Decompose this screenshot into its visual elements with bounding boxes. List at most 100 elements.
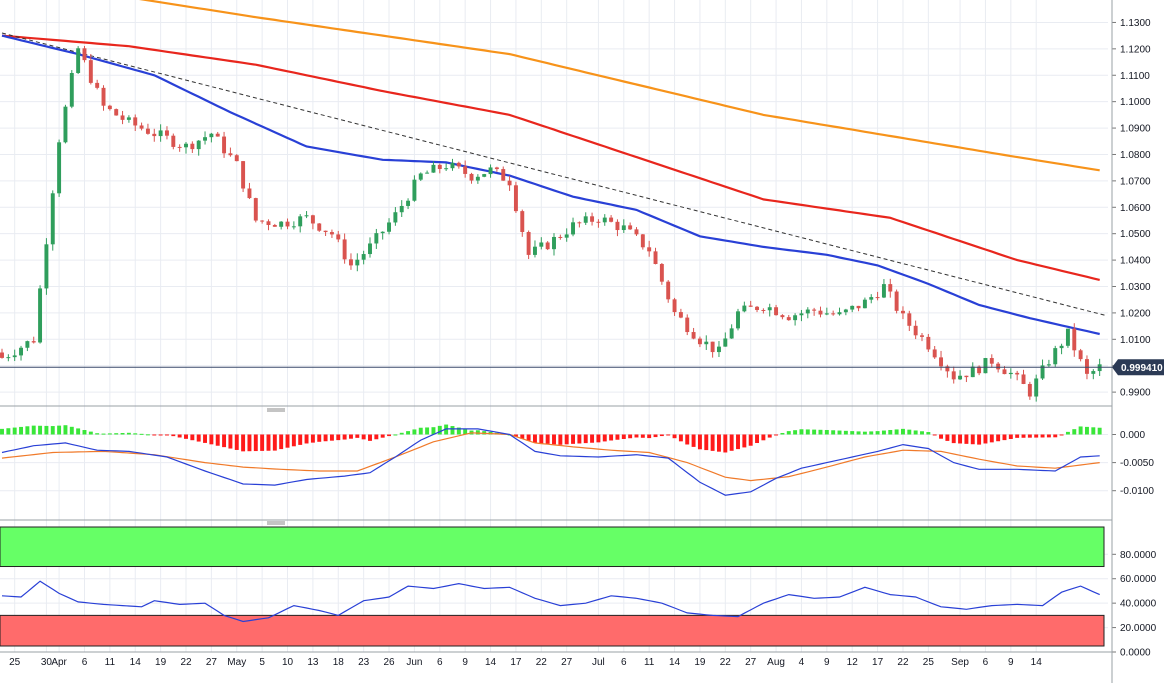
macd-histogram-bar bbox=[1021, 434, 1026, 438]
candle-body bbox=[672, 299, 677, 313]
candle-body bbox=[88, 60, 93, 83]
x-tick-label: 14 bbox=[485, 657, 497, 668]
candle-body bbox=[532, 246, 537, 255]
candle-body bbox=[881, 284, 886, 298]
macd-histogram-bar bbox=[0, 428, 4, 435]
candle-body bbox=[348, 259, 353, 266]
moving-average-line bbox=[1, 34, 1100, 281]
candle-body bbox=[463, 166, 468, 174]
macd-histogram-bar bbox=[894, 429, 899, 435]
macd-histogram-bar bbox=[647, 434, 652, 439]
macd-histogram-bar bbox=[850, 431, 855, 435]
candle-body bbox=[513, 185, 518, 212]
candle-body bbox=[888, 284, 893, 292]
macd-histogram-bar bbox=[843, 430, 848, 435]
macd-histogram-bar bbox=[1097, 427, 1102, 435]
macd-histogram-bar bbox=[95, 433, 100, 435]
price-tick-label: 1.0100 bbox=[1120, 335, 1151, 346]
macd-histogram-bar bbox=[1040, 434, 1045, 438]
candle-body bbox=[678, 312, 683, 318]
candle-body bbox=[145, 128, 150, 134]
macd-histogram-bar bbox=[425, 427, 430, 435]
macd-histogram-bar bbox=[590, 434, 595, 443]
candle-body bbox=[133, 117, 138, 126]
candle-body bbox=[0, 352, 4, 358]
candle-body bbox=[247, 188, 252, 199]
macd-histogram-bar bbox=[856, 431, 861, 435]
macd-histogram-bar bbox=[869, 431, 874, 435]
macd-histogram-bar bbox=[158, 434, 163, 436]
candle-body bbox=[742, 305, 747, 312]
candle-body bbox=[793, 315, 798, 321]
candle-body bbox=[253, 198, 258, 221]
candle-body bbox=[615, 221, 620, 231]
candle-body bbox=[926, 336, 931, 350]
macd-histogram-bar bbox=[951, 434, 956, 444]
macd-histogram-bar bbox=[361, 434, 366, 440]
candle-body bbox=[577, 222, 582, 224]
macd-histogram-bar bbox=[19, 426, 24, 435]
candle-body bbox=[1059, 345, 1064, 349]
macd-histogram-bar bbox=[920, 431, 924, 435]
macd-histogram-bar bbox=[977, 434, 982, 445]
oscillator-tick-label: 60.0000 bbox=[1120, 574, 1157, 585]
macd-signal-line bbox=[1, 432, 1100, 482]
macd-tick-label: -0.0100 bbox=[1120, 486, 1154, 497]
macd-histogram-bar bbox=[120, 432, 125, 435]
candle-body bbox=[1015, 372, 1020, 375]
last-price-label: 0.999410 bbox=[1121, 363, 1163, 374]
candle-body bbox=[114, 109, 119, 116]
macd-histogram-bar bbox=[38, 425, 43, 435]
x-tick-label: 27 bbox=[561, 657, 573, 668]
candle-body bbox=[57, 142, 62, 194]
x-tick-label: 19 bbox=[694, 657, 706, 668]
macd-histogram-bar bbox=[767, 434, 772, 438]
macd-histogram-bar bbox=[57, 425, 62, 435]
candle-body bbox=[964, 375, 969, 378]
macd-histogram-bar bbox=[685, 434, 690, 445]
price-tick-label: 1.0800 bbox=[1120, 150, 1151, 161]
x-tick-label: 22 bbox=[180, 657, 192, 668]
candle-body bbox=[450, 162, 455, 169]
candle-body bbox=[748, 305, 753, 307]
macd-histogram-bar bbox=[793, 430, 798, 435]
candle-body bbox=[50, 193, 55, 245]
x-tick-label: 30 bbox=[41, 657, 53, 668]
macd-histogram-bar bbox=[596, 434, 601, 443]
candle-body bbox=[875, 297, 880, 299]
candle-body bbox=[355, 259, 360, 266]
candle-body bbox=[755, 306, 760, 310]
candle-body bbox=[774, 307, 779, 316]
macd-histogram-bar bbox=[412, 429, 417, 435]
candle-body bbox=[945, 366, 950, 372]
x-tick-label: 9 bbox=[824, 657, 830, 668]
candle-body bbox=[1008, 372, 1013, 375]
candle-body bbox=[1046, 364, 1051, 366]
candle-body bbox=[970, 366, 975, 378]
x-tick-label: 17 bbox=[872, 657, 884, 668]
macd-histogram-bar bbox=[983, 434, 988, 444]
candle-body bbox=[437, 164, 442, 169]
candle-body bbox=[69, 73, 74, 107]
candle-body bbox=[393, 212, 398, 223]
macd-histogram-bar bbox=[615, 434, 620, 440]
candle-body bbox=[374, 233, 379, 244]
candle-body bbox=[190, 143, 195, 150]
candle-body bbox=[469, 173, 474, 181]
candle-body bbox=[203, 137, 208, 141]
candle-body bbox=[780, 315, 785, 318]
x-tick-label: Jul bbox=[592, 657, 605, 668]
macd-histogram-bar bbox=[609, 434, 614, 441]
candle-body bbox=[621, 225, 626, 231]
macd-histogram-bar bbox=[640, 434, 645, 438]
macd-histogram-bar bbox=[583, 434, 588, 444]
macd-histogram-bar bbox=[831, 430, 836, 435]
macd-histogram-bar bbox=[716, 434, 721, 452]
last-price-badge bbox=[1112, 359, 1164, 376]
candle-body bbox=[126, 117, 131, 120]
macd-histogram-bar bbox=[368, 434, 372, 441]
candle-body bbox=[805, 309, 810, 314]
candle-body bbox=[31, 341, 36, 343]
candle-body bbox=[729, 328, 734, 339]
candle-body bbox=[209, 133, 214, 138]
